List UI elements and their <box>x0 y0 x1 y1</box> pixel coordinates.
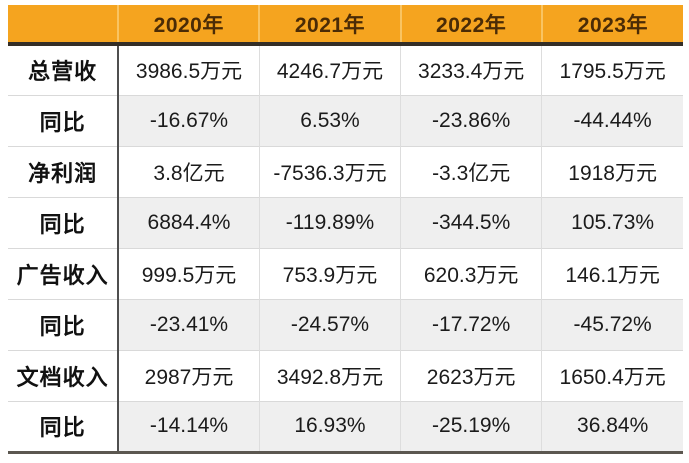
table-row-ad-revenue: 广告收入 999.5万元 753.9万元 620.3万元 146.1万元 <box>8 247 683 299</box>
cell-net-profit-2021: -7536.3万元 <box>258 145 401 197</box>
cell-ad-revenue-yoy-2022: -17.72% <box>400 298 542 350</box>
table-row-net-profit-yoy: 同比 6884.4% -119.89% -344.5% 105.73% <box>8 196 683 248</box>
table-header-row: 2020年 2021年 2022年 2023年 <box>8 5 683 46</box>
row-label-yoy: 同比 <box>8 196 120 248</box>
row-label-yoy: 同比 <box>8 400 120 454</box>
cell-total-revenue-2020: 3986.5万元 <box>118 44 260 95</box>
cell-ad-revenue-yoy-2020: -23.41% <box>118 298 260 350</box>
header-corner-cell <box>8 5 119 46</box>
cell-ad-revenue-2020: 999.5万元 <box>118 247 260 299</box>
cell-doc-revenue-2022: 2623万元 <box>400 349 542 401</box>
header-year-2023: 2023年 <box>540 5 683 46</box>
row-label-ad-revenue: 广告收入 <box>8 247 120 299</box>
cell-total-revenue-yoy-2023: -44.44% <box>541 94 683 146</box>
cell-ad-revenue-2021: 753.9万元 <box>258 247 401 299</box>
cell-doc-revenue-2020: 2987万元 <box>118 349 260 401</box>
header-year-2021: 2021年 <box>258 5 401 46</box>
row-label-yoy: 同比 <box>8 94 120 146</box>
cell-doc-revenue-yoy-2021: 16.93% <box>258 400 401 454</box>
table-row-net-profit: 净利润 3.8亿元 -7536.3万元 -3.3亿元 1918万元 <box>8 145 683 197</box>
cell-net-profit-yoy-2022: -344.5% <box>400 196 542 248</box>
cell-doc-revenue-2023: 1650.4万元 <box>541 349 683 401</box>
cell-net-profit-yoy-2020: 6884.4% <box>118 196 260 248</box>
cell-net-profit-2022: -3.3亿元 <box>400 145 542 197</box>
cell-net-profit-yoy-2021: -119.89% <box>258 196 401 248</box>
cell-net-profit-yoy-2023: 105.73% <box>541 196 683 248</box>
row-label-total-revenue: 总营收 <box>8 44 120 95</box>
table-row-ad-revenue-yoy: 同比 -23.41% -24.57% -17.72% -45.72% <box>8 298 683 350</box>
header-year-2022: 2022年 <box>399 5 542 46</box>
cell-total-revenue-yoy-2020: -16.67% <box>118 94 260 146</box>
cell-doc-revenue-yoy-2022: -25.19% <box>400 400 542 454</box>
row-label-yoy: 同比 <box>8 298 120 350</box>
row-label-net-profit: 净利润 <box>8 145 120 197</box>
header-year-2020: 2020年 <box>117 5 260 46</box>
cell-ad-revenue-yoy-2023: -45.72% <box>541 298 683 350</box>
cell-total-revenue-2022: 3233.4万元 <box>400 44 542 95</box>
cell-ad-revenue-2022: 620.3万元 <box>400 247 542 299</box>
table-row-total-revenue-yoy: 同比 -16.67% 6.53% -23.86% -44.44% <box>8 94 683 146</box>
cell-doc-revenue-yoy-2023: 36.84% <box>541 400 683 454</box>
cell-total-revenue-yoy-2021: 6.53% <box>258 94 401 146</box>
row-label-doc-revenue: 文档收入 <box>8 349 120 401</box>
cell-doc-revenue-2021: 3492.8万元 <box>258 349 401 401</box>
cell-ad-revenue-yoy-2021: -24.57% <box>258 298 401 350</box>
cell-doc-revenue-yoy-2020: -14.14% <box>118 400 260 454</box>
table-row-doc-revenue-yoy: 同比 -14.14% 16.93% -25.19% 36.84% <box>8 400 683 454</box>
financial-table: 2020年 2021年 2022年 2023年 总营收 3986.5万元 424… <box>8 5 683 454</box>
cell-total-revenue-2021: 4246.7万元 <box>258 44 401 95</box>
cell-net-profit-2020: 3.8亿元 <box>118 145 260 197</box>
cell-total-revenue-yoy-2022: -23.86% <box>400 94 542 146</box>
cell-total-revenue-2023: 1795.5万元 <box>541 44 683 95</box>
cell-net-profit-2023: 1918万元 <box>541 145 683 197</box>
table-row-doc-revenue: 文档收入 2987万元 3492.8万元 2623万元 1650.4万元 <box>8 349 683 401</box>
cell-ad-revenue-2023: 146.1万元 <box>541 247 683 299</box>
table-row-total-revenue: 总营收 3986.5万元 4246.7万元 3233.4万元 1795.5万元 <box>8 44 683 95</box>
